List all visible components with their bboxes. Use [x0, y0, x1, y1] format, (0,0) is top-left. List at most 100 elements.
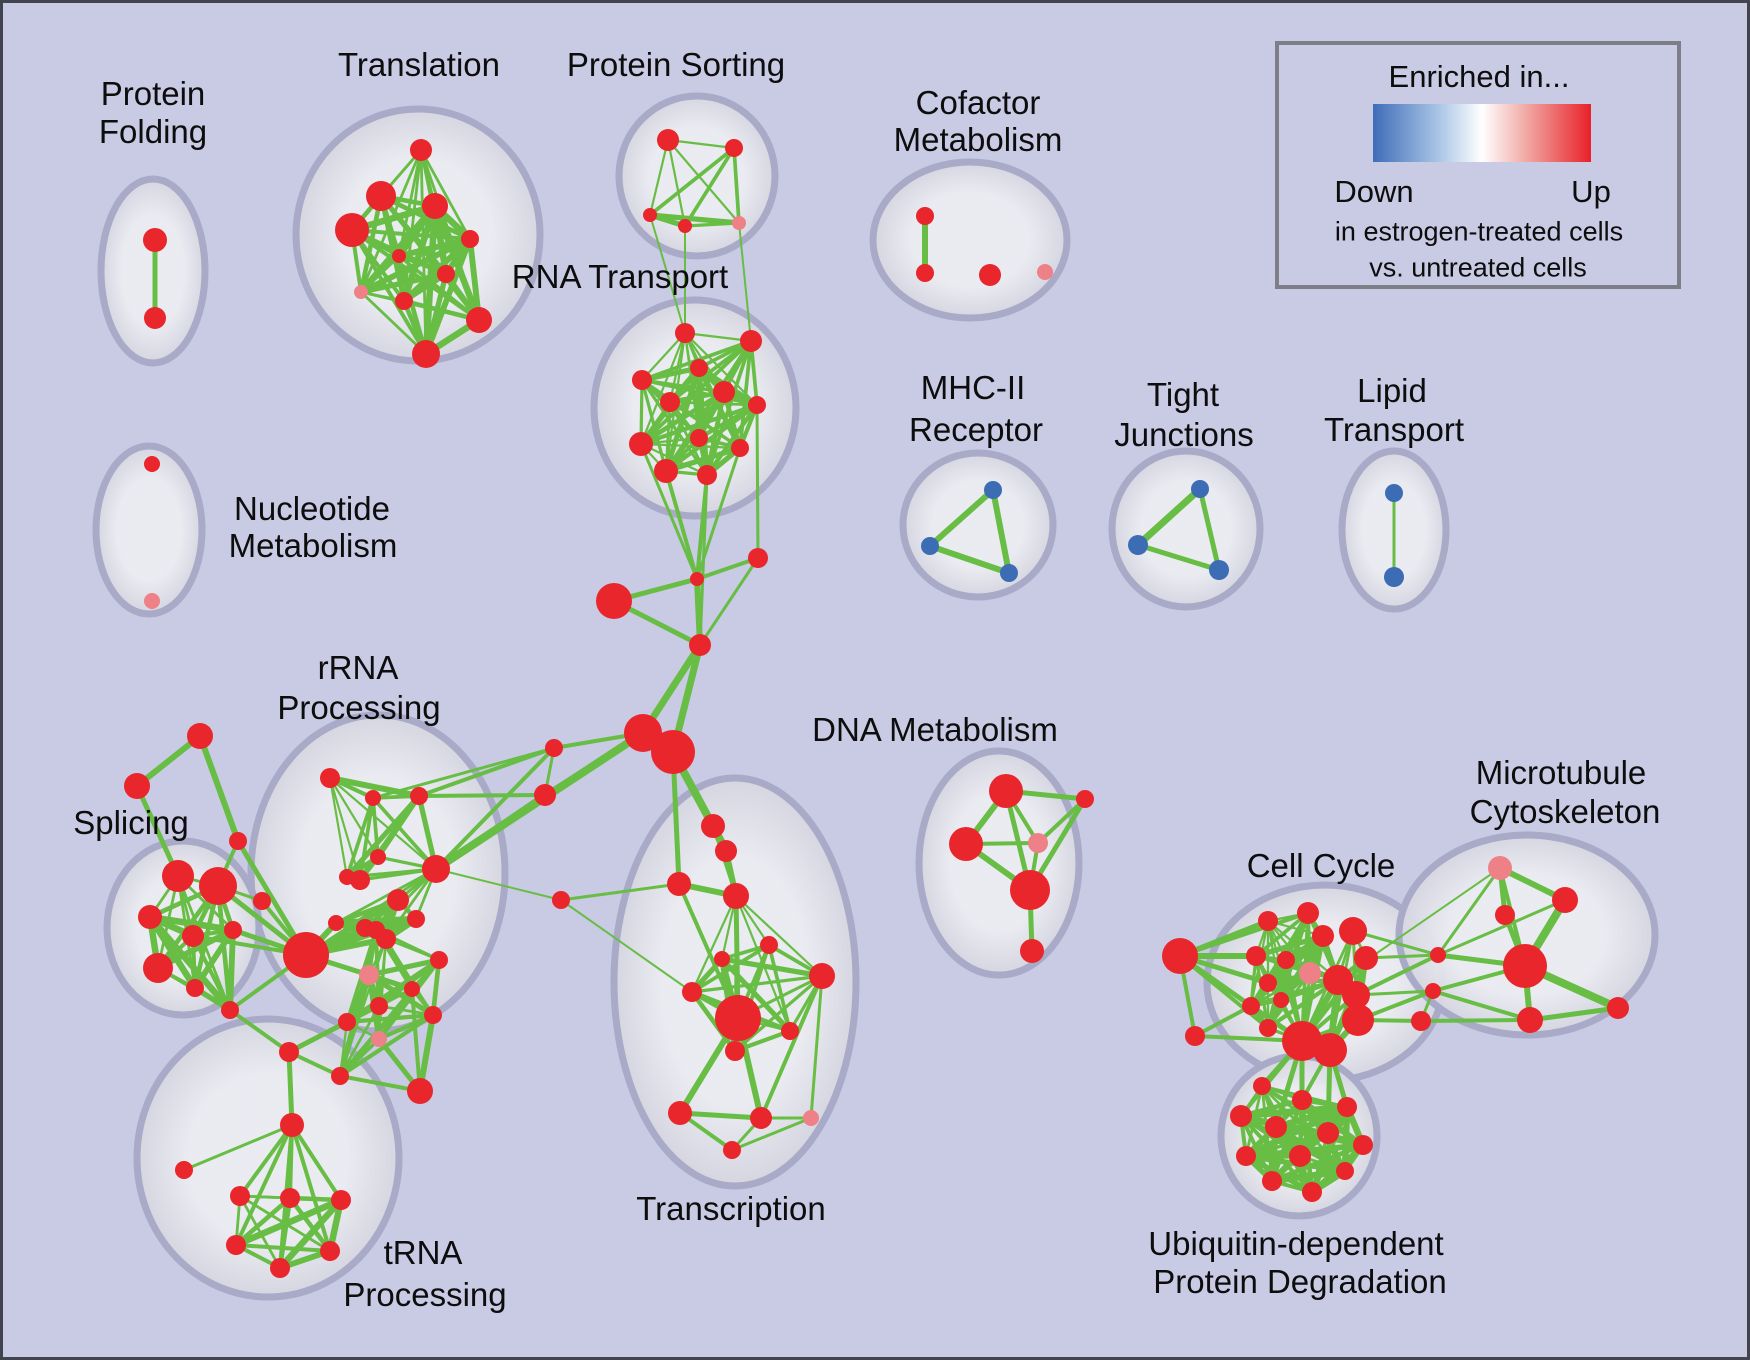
gene-set-node-cc15[interactable] — [1259, 1019, 1277, 1037]
gene-set-node-cm1[interactable] — [916, 264, 934, 282]
gene-set-node-sp3[interactable] — [162, 860, 194, 892]
gene-set-node-u6[interactable] — [1236, 1146, 1256, 1166]
gene-set-node-tx10[interactable] — [725, 1041, 745, 1061]
gene-set-node-n0[interactable] — [144, 456, 160, 472]
gene-set-node-ps4[interactable] — [732, 216, 746, 230]
gene-set-node-r2[interactable] — [690, 359, 708, 377]
gene-set-node-u3[interactable] — [1230, 1105, 1252, 1127]
gene-set-node-tx7[interactable] — [682, 982, 702, 1002]
gene-set-node-c5[interactable] — [651, 730, 695, 774]
gene-set-node-tj1[interactable] — [1128, 535, 1148, 555]
gene-set-node-r1[interactable] — [740, 330, 762, 352]
gene-set-node-cc18[interactable] — [1342, 1004, 1374, 1036]
gene-set-node-sp2[interactable] — [229, 832, 247, 850]
gene-set-node-u1[interactable] — [1292, 1090, 1312, 1110]
gene-set-node-tr3[interactable] — [280, 1188, 300, 1208]
gene-set-node-c2[interactable] — [596, 583, 632, 619]
gene-set-node-mt2[interactable] — [1495, 905, 1515, 925]
gene-set-node-cc17[interactable] — [1313, 1033, 1347, 1067]
gene-set-node-sp5[interactable] — [138, 905, 162, 929]
gene-set-node-cc13[interactable] — [1242, 997, 1260, 1015]
gene-set-node-mt1[interactable] — [1552, 887, 1578, 913]
gene-set-node-sp8[interactable] — [143, 953, 173, 983]
gene-set-node-rr18[interactable] — [371, 1031, 387, 1047]
gene-set-node-t1[interactable] — [366, 181, 396, 211]
gene-set-node-mt7[interactable] — [1517, 1007, 1543, 1033]
gene-set-node-cc5[interactable] — [1339, 917, 1367, 945]
gene-set-node-rr14[interactable] — [430, 951, 448, 969]
gene-set-node-r10[interactable] — [654, 459, 678, 483]
gene-set-node-cc8[interactable] — [1277, 951, 1295, 969]
gene-set-node-r4[interactable] — [713, 381, 735, 403]
gene-set-node-m1[interactable] — [921, 537, 939, 555]
gene-set-node-rr11[interactable] — [367, 921, 385, 939]
gene-set-node-tr4[interactable] — [331, 1190, 351, 1210]
gene-set-node-u0[interactable] — [1253, 1077, 1271, 1095]
gene-set-node-tx5[interactable] — [714, 951, 730, 967]
gene-set-node-rr0[interactable] — [365, 790, 381, 806]
gene-set-node-u2[interactable] — [1337, 1097, 1357, 1117]
gene-set-node-rr16[interactable] — [424, 1006, 442, 1024]
gene-set-node-mt4[interactable] — [1503, 944, 1547, 988]
gene-set-node-tr0[interactable] — [280, 1113, 304, 1137]
gene-set-node-rr21[interactable] — [279, 1042, 299, 1062]
gene-set-node-sp10[interactable] — [221, 1001, 239, 1019]
gene-set-node-mt3[interactable] — [1430, 947, 1446, 963]
gene-set-node-r11[interactable] — [697, 465, 717, 485]
gene-set-node-rr12[interactable] — [359, 965, 379, 985]
gene-set-node-d0[interactable] — [989, 774, 1023, 808]
gene-set-node-rr22[interactable] — [407, 1078, 433, 1104]
gene-set-node-tj2[interactable] — [1209, 560, 1229, 580]
gene-set-node-rr2[interactable] — [422, 855, 450, 883]
gene-set-node-cc0[interactable] — [1162, 938, 1198, 974]
gene-set-node-mt5[interactable] — [1425, 983, 1441, 999]
gene-set-node-cc4[interactable] — [1312, 925, 1334, 947]
gene-set-node-tx3[interactable] — [723, 883, 749, 909]
gene-set-node-t4[interactable] — [461, 230, 479, 248]
gene-set-node-c7[interactable] — [534, 784, 556, 806]
gene-set-node-sp7[interactable] — [224, 921, 242, 939]
gene-set-node-tr2[interactable] — [230, 1186, 250, 1206]
gene-set-node-n1[interactable] — [144, 593, 160, 609]
gene-set-node-rr13[interactable] — [404, 981, 420, 997]
gene-set-node-cc2[interactable] — [1258, 911, 1278, 931]
gene-set-node-ps2[interactable] — [643, 208, 657, 222]
gene-set-node-r6[interactable] — [748, 396, 766, 414]
gene-set-node-cc16[interactable] — [1282, 1021, 1322, 1061]
gene-set-node-ps0[interactable] — [657, 129, 679, 151]
gene-set-node-r5[interactable] — [660, 392, 680, 412]
gene-set-node-rr23[interactable] — [331, 1067, 349, 1085]
gene-set-node-rr6[interactable] — [387, 889, 409, 911]
gene-set-node-cc7[interactable] — [1246, 946, 1266, 966]
gene-set-node-cm3[interactable] — [1037, 264, 1053, 280]
gene-set-node-tr7[interactable] — [320, 1241, 340, 1261]
gene-set-node-tr6[interactable] — [270, 1258, 290, 1278]
gene-set-node-mt6[interactable] — [1607, 997, 1629, 1019]
gene-set-node-m0[interactable] — [984, 481, 1002, 499]
gene-set-node-m2[interactable] — [1000, 564, 1018, 582]
gene-set-node-rr5[interactable] — [339, 869, 355, 885]
gene-set-node-ps3[interactable] — [678, 219, 692, 233]
gene-set-node-c8[interactable] — [552, 891, 570, 909]
gene-set-node-u11[interactable] — [1302, 1182, 1322, 1202]
gene-set-node-t7[interactable] — [354, 285, 368, 299]
gene-set-node-tx2[interactable] — [667, 872, 691, 896]
gene-set-node-r8[interactable] — [690, 429, 708, 447]
gene-set-node-cc9[interactable] — [1299, 962, 1321, 984]
gene-set-node-rr20[interactable] — [253, 892, 271, 910]
gene-set-node-cc14[interactable] — [1342, 981, 1370, 1009]
gene-set-node-rr7[interactable] — [407, 910, 425, 928]
gene-set-node-sp9[interactable] — [186, 979, 204, 997]
gene-set-node-rr24[interactable] — [320, 768, 340, 788]
gene-set-node-cc1[interactable] — [1185, 1026, 1205, 1046]
gene-set-node-tx4[interactable] — [760, 936, 778, 954]
gene-set-node-ps1[interactable] — [725, 139, 743, 157]
gene-set-node-u4[interactable] — [1265, 1116, 1287, 1138]
gene-set-node-d4[interactable] — [1010, 870, 1050, 910]
gene-set-node-r7[interactable] — [629, 432, 653, 456]
gene-set-node-sp0[interactable] — [187, 723, 213, 749]
gene-set-node-tr5[interactable] — [226, 1235, 246, 1255]
gene-set-node-u8[interactable] — [1353, 1135, 1373, 1155]
gene-set-node-tr1[interactable] — [175, 1161, 193, 1179]
gene-set-node-d1[interactable] — [1076, 790, 1094, 808]
